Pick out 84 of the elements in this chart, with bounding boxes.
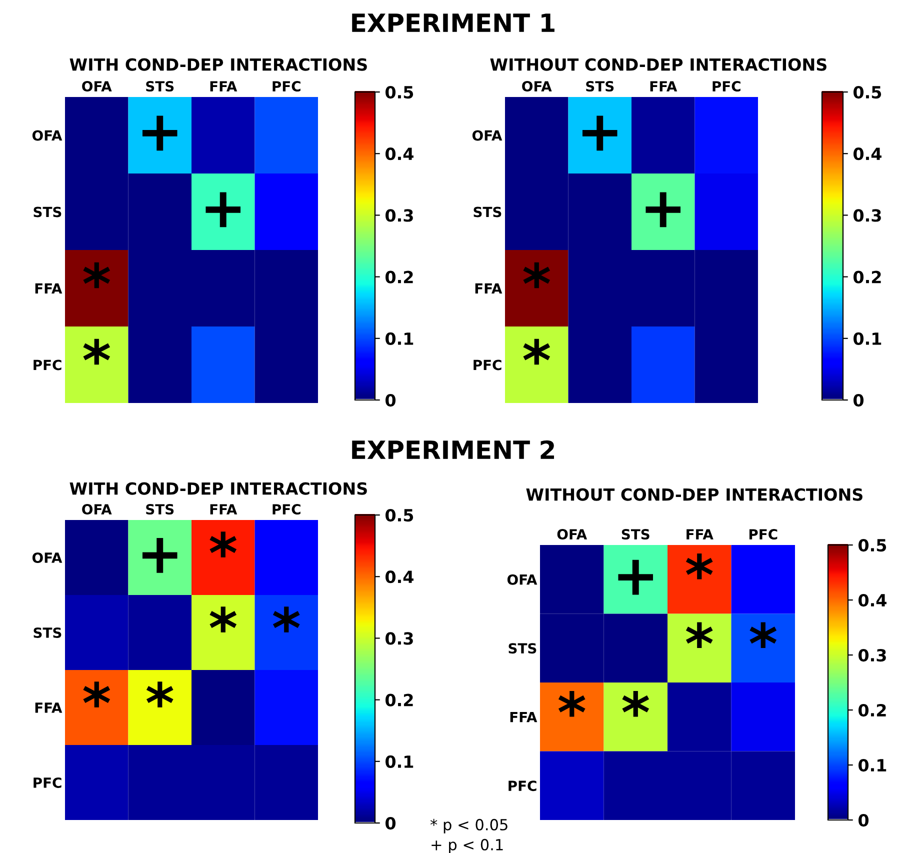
y-tick-label: PFC bbox=[474, 360, 502, 370]
data-label: + bbox=[142, 116, 178, 151]
color-bar-label: 0.4 bbox=[386, 570, 414, 584]
y-tick-label: STS bbox=[474, 206, 502, 218]
data-label: + bbox=[206, 192, 241, 228]
text: EXPERIMENT 2 bbox=[352, 440, 554, 459]
data-label: * bbox=[210, 606, 237, 632]
color-bar-label: 0 bbox=[386, 816, 396, 830]
y-tick-label: STS bbox=[34, 206, 62, 218]
color-bar-label: 0.2 bbox=[386, 270, 413, 284]
x-tick-label: FFA bbox=[686, 529, 714, 540]
x-tick-label: STS bbox=[622, 529, 650, 540]
color-bar-label: 0.5 bbox=[854, 86, 882, 99]
color-bar-label: 0.4 bbox=[858, 594, 886, 607]
color-bar-label: 0.3 bbox=[386, 209, 413, 222]
color-bar-label: 0.4 bbox=[854, 148, 882, 160]
x-tick-label: FFA bbox=[210, 504, 238, 514]
y-tick-label: STS bbox=[34, 627, 62, 638]
data-label: * bbox=[272, 606, 300, 632]
color-bar-label: 0 bbox=[386, 394, 396, 407]
color-bar-label: 0.5 bbox=[386, 508, 414, 522]
color-bar-label: 0.1 bbox=[858, 758, 886, 772]
data-label: * bbox=[83, 338, 110, 365]
color-bar-label: 0.4 bbox=[386, 148, 414, 160]
color-bar-label: 0.5 bbox=[858, 538, 886, 552]
x-tick-label: OFA bbox=[557, 529, 588, 540]
color-bar-label: 0.3 bbox=[854, 209, 881, 222]
color-bar-label: 0.2 bbox=[386, 694, 413, 706]
data-label: * bbox=[622, 690, 650, 717]
data-label: * bbox=[83, 682, 110, 708]
data-label: + bbox=[582, 116, 618, 151]
data-label: * bbox=[523, 262, 550, 288]
chart-title: WITHOUT COND-DEP INTERACTIONS bbox=[526, 488, 862, 501]
x-tick-label: PFC bbox=[272, 504, 300, 515]
x-tick-label: FFA bbox=[210, 81, 238, 92]
text: * p < 0.05 bbox=[430, 818, 508, 834]
color-bar-label: 0.5 bbox=[386, 86, 414, 99]
y-tick-label: FFA bbox=[35, 283, 62, 294]
x-tick-label: OFA bbox=[82, 504, 112, 515]
x-tick-label: STS bbox=[146, 81, 174, 92]
x-tick-label: OFA bbox=[522, 81, 552, 92]
data-label: * bbox=[686, 553, 713, 580]
color-bar-label: 0.1 bbox=[386, 332, 414, 345]
chart-title: WITH COND-DEP INTERACTIONS bbox=[70, 482, 367, 495]
data-label: * bbox=[686, 622, 713, 648]
data-label: * bbox=[146, 682, 174, 708]
color-bar-label: 0.1 bbox=[386, 755, 414, 768]
data-label: * bbox=[750, 622, 777, 648]
color-bar-label: 0 bbox=[854, 394, 864, 407]
chart-title: WITHOUT COND-DEP INTERACTIONS bbox=[490, 58, 826, 71]
x-tick-label: OFA bbox=[82, 81, 112, 92]
data-label: + bbox=[618, 560, 654, 595]
data-label: * bbox=[83, 262, 110, 288]
y-tick-label: FFA bbox=[475, 283, 502, 294]
x-tick-label: PFC bbox=[749, 529, 778, 540]
data-label: * bbox=[523, 338, 550, 365]
color-bar-label: 0.3 bbox=[858, 648, 886, 662]
color-bar-label: 0.2 bbox=[854, 270, 881, 284]
text: EXPERIMENT 1 bbox=[352, 14, 554, 32]
y-tick-label: OFA bbox=[507, 574, 538, 585]
y-tick-label: OFA bbox=[32, 552, 62, 563]
data-label: + bbox=[646, 192, 681, 228]
text: + p < 0.1 bbox=[432, 838, 503, 853]
data-label: + bbox=[142, 538, 178, 573]
x-tick-label: STS bbox=[586, 81, 614, 92]
x-tick-label: STS bbox=[146, 504, 174, 515]
color-bar-label: 0.2 bbox=[858, 704, 886, 717]
x-tick-label: FFA bbox=[650, 81, 678, 92]
y-tick-label: FFA bbox=[510, 712, 538, 722]
data-label: * bbox=[210, 532, 237, 558]
y-tick-label: STS bbox=[508, 643, 536, 654]
y-tick-label: OFA bbox=[472, 130, 502, 141]
color-bar-label: 0.1 bbox=[854, 332, 882, 345]
color-bar-label: 0.3 bbox=[386, 632, 413, 645]
y-tick-label: PFC bbox=[34, 360, 62, 370]
x-tick-label: PFC bbox=[272, 81, 300, 92]
x-tick-label: PFC bbox=[712, 81, 740, 92]
y-tick-label: OFA bbox=[32, 130, 62, 141]
color-bar-label: 0 bbox=[858, 814, 869, 827]
data-label: * bbox=[558, 690, 586, 717]
y-tick-label: PFC bbox=[508, 780, 536, 792]
y-tick-label: PFC bbox=[34, 777, 62, 788]
chart-title: WITH COND-DEP INTERACTIONS bbox=[70, 58, 367, 71]
y-tick-label: FFA bbox=[35, 702, 62, 713]
